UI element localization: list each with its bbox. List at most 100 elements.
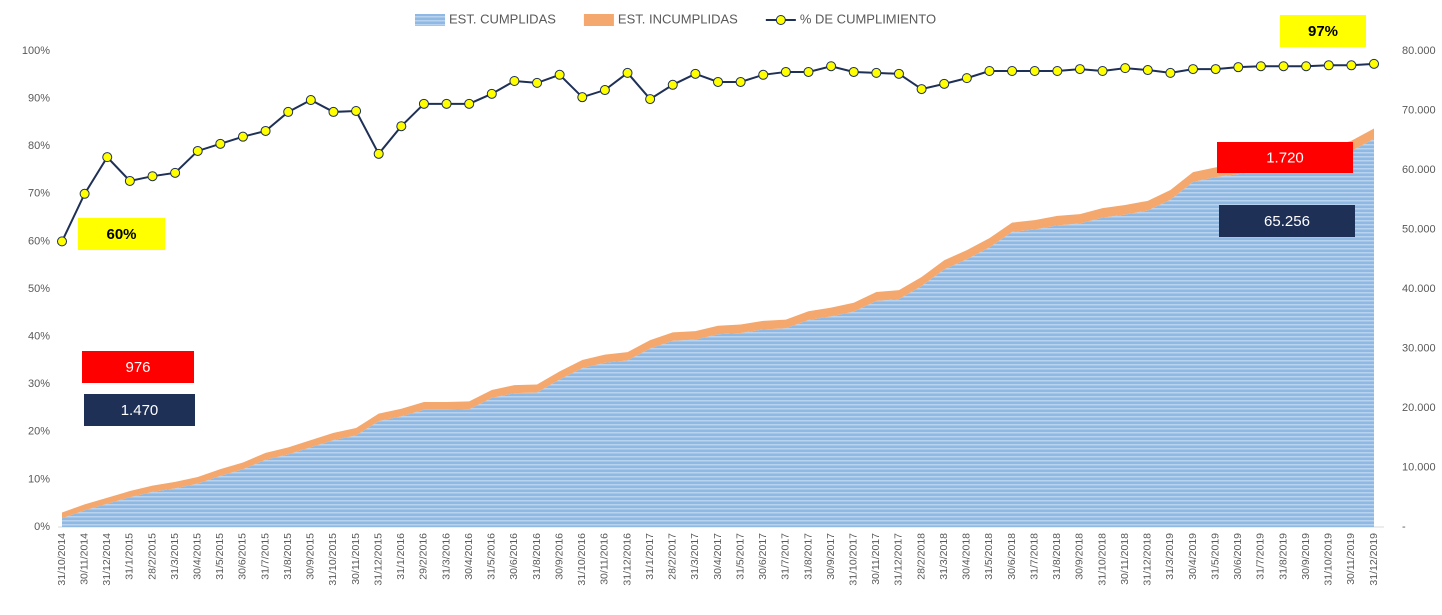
marker [351, 105, 362, 116]
annotation-text: 1.470 [121, 402, 159, 419]
legend-label: % DE CUMPLIMIENTO [800, 11, 936, 26]
marker [803, 66, 814, 77]
marker [418, 98, 429, 109]
legend-label: EST. INCUMPLIDAS [618, 11, 738, 26]
x-tick-label: 31/12/2016 [621, 533, 633, 586]
x-tick-label: 30/6/2015 [237, 533, 249, 580]
marker [283, 106, 294, 117]
marker [690, 68, 701, 79]
marker [1323, 60, 1334, 71]
y2-tick-label: 70.000 [1402, 104, 1436, 116]
x-tick-label: 30/4/2015 [192, 533, 204, 580]
y-tick-label: 80% [28, 140, 50, 152]
annotation-text: 976 [125, 359, 150, 376]
x-tick-label: 30/4/2018 [961, 533, 973, 580]
x-tick-label: 28/2/2015 [146, 533, 158, 580]
x-tick-label: 31/1/2017 [644, 533, 656, 580]
marker [735, 76, 746, 87]
y2-tick-label: 20.000 [1402, 402, 1436, 414]
x-tick-label: 30/4/2019 [1187, 533, 1199, 580]
annotation-box [82, 351, 194, 383]
x-tick-label: 31/3/2018 [938, 533, 950, 580]
x-tick-label: 30/4/2017 [712, 533, 724, 580]
annotation-text: 97% [1308, 23, 1338, 40]
marker [871, 67, 882, 78]
marker [1188, 64, 1199, 75]
marker [554, 69, 565, 80]
marker [305, 95, 316, 106]
marker [1052, 65, 1063, 76]
x-tick-label: 31/7/2017 [780, 533, 792, 580]
y-tick-label: 60% [28, 235, 50, 247]
x-tick-label: 31/8/2019 [1277, 533, 1289, 580]
x-tick-label: 31/7/2015 [259, 533, 271, 580]
marker [758, 69, 769, 80]
x-tick-label: 31/5/2015 [214, 533, 226, 580]
marker [102, 152, 113, 163]
x-tick-label: 30/9/2018 [1074, 533, 1086, 580]
x-tick-label: 31/5/2019 [1209, 533, 1221, 580]
marker [170, 167, 181, 178]
marker [57, 236, 67, 247]
y2-tick-label: 10.000 [1402, 461, 1436, 473]
y2-tick-label: - [1402, 521, 1406, 533]
marker [826, 61, 837, 72]
marker [147, 171, 158, 182]
y2-tick-label: 60.000 [1402, 164, 1436, 176]
marker [622, 67, 633, 78]
y-tick-label: 90% [28, 93, 50, 105]
x-tick-label: 31/12/2015 [372, 533, 384, 586]
marker [260, 125, 271, 136]
marker [396, 121, 407, 132]
marker [441, 98, 452, 109]
x-tick-label: 30/9/2015 [305, 533, 317, 580]
marker [1301, 61, 1312, 72]
marker [1369, 58, 1379, 69]
marker [1210, 64, 1221, 75]
y2-tick-label: 50.000 [1402, 223, 1436, 235]
y2-tick-label: 40.000 [1402, 283, 1436, 295]
marker [1120, 63, 1131, 74]
x-tick-label: 30/11/2014 [78, 533, 90, 585]
marker [984, 65, 995, 76]
x-tick-label: 31/3/2015 [169, 533, 181, 580]
x-tick-label: 31/12/2017 [893, 533, 905, 586]
marker [192, 145, 203, 156]
x-tick-label: 30/11/2015 [350, 533, 362, 585]
marker [486, 88, 497, 99]
marker [237, 131, 248, 142]
x-tick-label: 31/3/2017 [689, 533, 701, 580]
x-tick-label: 31/12/2018 [1142, 533, 1154, 586]
annotation-box [84, 394, 195, 426]
marker [780, 66, 791, 77]
marker [1029, 65, 1040, 76]
x-tick-label: 31/8/2016 [531, 533, 543, 580]
x-tick-label: 31/10/2016 [576, 533, 588, 586]
marker [961, 73, 972, 84]
x-tick-label: 30/9/2016 [553, 533, 565, 580]
marker [1233, 62, 1244, 73]
x-tick-label: 31/10/2019 [1323, 533, 1335, 586]
marker [1007, 65, 1018, 76]
y2-tick-label: 30.000 [1402, 342, 1436, 354]
marker [848, 66, 859, 77]
x-tick-label: 28/2/2017 [667, 533, 679, 580]
marker [916, 84, 927, 95]
marker [1097, 65, 1108, 76]
marker [328, 106, 339, 117]
marker [1255, 61, 1266, 72]
annotation-text: 60% [106, 226, 136, 243]
marker [645, 94, 656, 105]
x-tick-label: 30/11/2016 [599, 533, 611, 585]
x-tick-label: 31/8/2018 [1051, 533, 1063, 580]
x-tick-label: 30/4/2016 [463, 533, 475, 580]
x-tick-label: 31/10/2017 [848, 533, 860, 586]
x-tick-label: 31/7/2018 [1028, 533, 1040, 580]
x-tick-label: 30/6/2017 [757, 533, 769, 580]
marker [713, 76, 723, 87]
legend-swatch [415, 14, 445, 26]
legend-marker [775, 15, 786, 25]
x-tick-label: 30/6/2018 [1006, 533, 1018, 580]
x-tick-label: 28/2/2018 [915, 533, 927, 580]
